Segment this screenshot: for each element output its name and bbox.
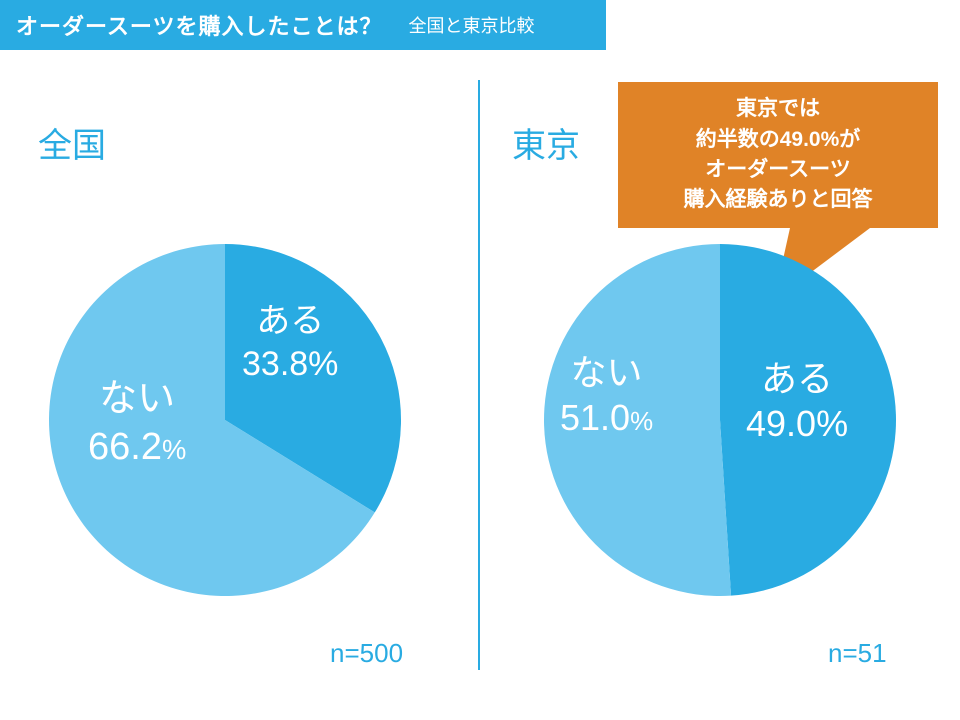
sample-size-national: n=500 bbox=[330, 638, 403, 669]
slice-label-tokyo-no: ない51.0% bbox=[560, 350, 653, 440]
slice-label-national-yes: ある33.8% bbox=[242, 300, 338, 385]
callout-box: 東京では約半数の49.0%がオーダースーツ購入経験ありと回答 bbox=[618, 82, 938, 228]
slice-label-tokyo-yes: ある49.0% bbox=[746, 356, 848, 446]
slice-label-national-no: ない66.2% bbox=[88, 376, 186, 471]
callout-text: 東京では約半数の49.0%がオーダースーツ購入経験ありと回答 bbox=[684, 94, 873, 216]
sample-size-tokyo: n=51 bbox=[828, 638, 887, 669]
